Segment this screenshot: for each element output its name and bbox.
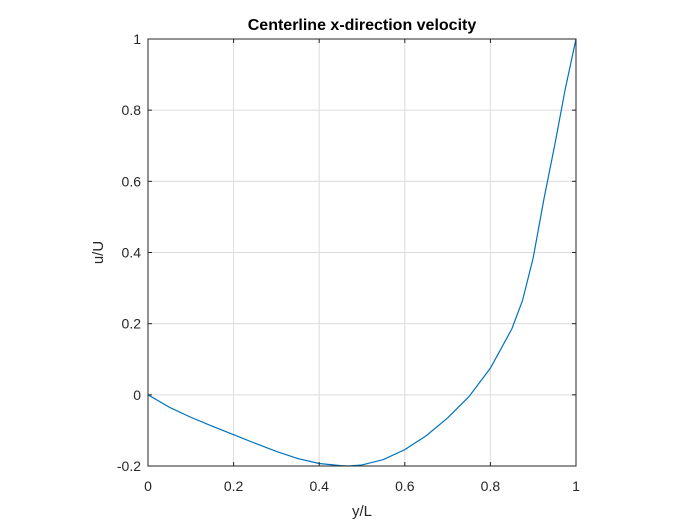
x-tick-label: 0.2: [224, 478, 244, 494]
y-tick-label: 0.8: [122, 102, 142, 118]
y-tick-label: 0.4: [122, 245, 142, 261]
x-tick-label: 0: [144, 478, 152, 494]
y-tick-label: 0.6: [122, 173, 142, 189]
data-series: [147, 38, 577, 467]
plot-area: 0 0.2 0.4 0.6 0.8 1-0.200.20.40.60.81: [117, 31, 580, 494]
y-tick-label: 0.2: [122, 316, 142, 332]
y-tick-label: -0.2: [117, 458, 141, 474]
axis-ticks: 0 0.2 0.4 0.6 0.8 1-0.200.20.40.60.81: [117, 31, 580, 494]
y-axis-label: u/U: [90, 241, 107, 264]
x-axis-label: y/L: [352, 503, 372, 520]
x-tick-label: 0.4: [309, 478, 329, 494]
x-tick-label: 1: [572, 478, 580, 494]
x-tick-label: 0.6: [395, 478, 415, 494]
x-tick-label: 0.8: [481, 478, 501, 494]
y-tick-label: 0: [133, 387, 141, 403]
chart-title: Centerline x-direction velocity: [248, 17, 477, 34]
series-line: [147, 38, 577, 467]
y-tick-label: 1: [133, 31, 141, 47]
